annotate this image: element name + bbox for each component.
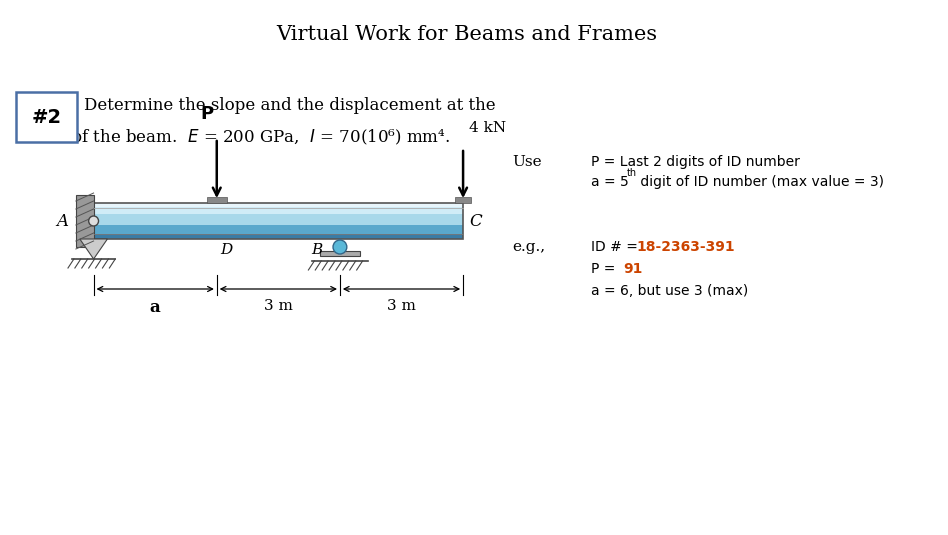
Text: Determine the slope and the displacement at the: Determine the slope and the displacement… <box>83 96 496 113</box>
Bar <box>94 203 463 239</box>
Text: 91: 91 <box>623 262 643 276</box>
Text: D: D <box>221 243 233 257</box>
Text: a = 5: a = 5 <box>592 175 629 189</box>
Text: end $C$ of the beam.  $E$ = 200 GPa,  $I$ = 70(10⁶) mm⁴.: end $C$ of the beam. $E$ = 200 GPa, $I$ … <box>18 127 450 147</box>
Text: 3 m: 3 m <box>264 299 293 313</box>
Bar <box>207 197 227 203</box>
Bar <box>320 251 359 256</box>
Text: Virtual Work for Beams and Frames: Virtual Work for Beams and Frames <box>277 25 658 44</box>
Text: Use: Use <box>512 155 542 169</box>
Text: C: C <box>469 212 482 230</box>
FancyBboxPatch shape <box>16 92 77 142</box>
Text: P =: P = <box>592 262 625 276</box>
Text: A: A <box>56 212 68 230</box>
Text: P: P <box>200 105 213 123</box>
Bar <box>76 195 94 247</box>
Bar <box>94 214 463 225</box>
Text: #2: #2 <box>31 108 62 126</box>
Text: a: a <box>150 299 160 316</box>
Polygon shape <box>80 239 107 259</box>
Text: 3 m: 3 m <box>387 299 416 313</box>
Text: B: B <box>311 243 322 257</box>
Bar <box>94 234 463 239</box>
Text: 18-2363-391: 18-2363-391 <box>636 240 735 254</box>
Circle shape <box>333 240 347 254</box>
Text: digit of ID number (max value = 3): digit of ID number (max value = 3) <box>636 175 884 189</box>
Bar <box>94 208 463 214</box>
Bar <box>94 225 463 234</box>
Circle shape <box>89 216 99 226</box>
Text: e.g.,: e.g., <box>512 240 545 254</box>
Text: 4 kN: 4 kN <box>469 121 506 135</box>
Text: th: th <box>627 168 637 178</box>
Text: a = 6, but use 3 (max): a = 6, but use 3 (max) <box>592 284 748 298</box>
Bar <box>455 197 471 203</box>
Text: P = Last 2 digits of ID number: P = Last 2 digits of ID number <box>592 155 800 169</box>
Text: ID # =: ID # = <box>592 240 643 254</box>
Bar <box>94 203 463 208</box>
